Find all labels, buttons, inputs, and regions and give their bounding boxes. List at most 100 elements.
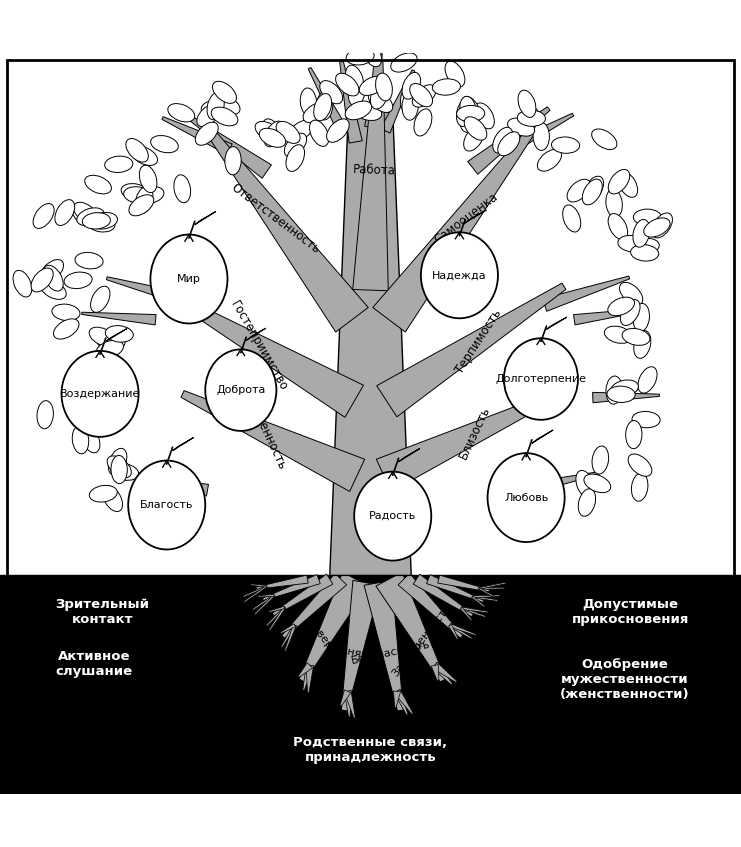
Ellipse shape [584, 474, 611, 493]
Ellipse shape [43, 265, 63, 291]
Polygon shape [262, 574, 320, 601]
Ellipse shape [634, 209, 662, 225]
Polygon shape [269, 606, 285, 631]
Polygon shape [269, 606, 285, 612]
Polygon shape [299, 573, 369, 682]
Ellipse shape [167, 103, 195, 122]
Ellipse shape [359, 76, 385, 96]
Polygon shape [281, 623, 296, 634]
Polygon shape [433, 662, 448, 675]
Polygon shape [289, 625, 296, 640]
Ellipse shape [464, 125, 484, 151]
Ellipse shape [97, 334, 125, 350]
Ellipse shape [618, 172, 638, 197]
Text: Доверие: Доверие [304, 617, 342, 662]
Polygon shape [127, 474, 208, 496]
Ellipse shape [126, 139, 148, 162]
Ellipse shape [55, 200, 75, 225]
Ellipse shape [445, 61, 465, 87]
Ellipse shape [578, 489, 596, 517]
Ellipse shape [414, 109, 432, 136]
Ellipse shape [139, 165, 157, 192]
Ellipse shape [196, 122, 218, 145]
Ellipse shape [368, 91, 393, 113]
Ellipse shape [82, 426, 100, 453]
Polygon shape [246, 328, 266, 340]
Ellipse shape [607, 386, 635, 402]
Ellipse shape [345, 65, 363, 92]
Ellipse shape [129, 195, 153, 216]
Ellipse shape [475, 102, 494, 129]
Ellipse shape [108, 448, 127, 475]
Ellipse shape [327, 119, 349, 142]
Ellipse shape [202, 100, 229, 117]
Polygon shape [330, 113, 411, 575]
Polygon shape [340, 689, 350, 706]
Ellipse shape [651, 213, 672, 238]
Polygon shape [170, 292, 363, 418]
Polygon shape [373, 122, 539, 332]
Ellipse shape [354, 103, 382, 120]
Polygon shape [353, 60, 388, 291]
Ellipse shape [456, 105, 485, 122]
Polygon shape [461, 607, 488, 613]
Ellipse shape [410, 84, 433, 107]
Ellipse shape [262, 119, 282, 145]
Ellipse shape [72, 426, 89, 454]
Polygon shape [449, 624, 472, 639]
Text: Родственные связи,
принадлежность: Родственные связи, принадлежность [293, 735, 448, 763]
Text: Защищенность: Защищенность [390, 601, 453, 678]
Text: Мир: Мир [177, 274, 201, 284]
Polygon shape [342, 580, 381, 711]
Ellipse shape [174, 174, 190, 202]
Ellipse shape [606, 190, 622, 218]
Ellipse shape [289, 120, 313, 141]
Ellipse shape [345, 101, 372, 119]
Ellipse shape [412, 85, 436, 107]
Polygon shape [546, 317, 567, 329]
Text: Любовь: Любовь [504, 493, 548, 502]
Ellipse shape [75, 252, 103, 268]
Polygon shape [472, 596, 485, 607]
Ellipse shape [348, 79, 365, 107]
Polygon shape [448, 624, 458, 639]
Polygon shape [399, 449, 419, 462]
Polygon shape [461, 607, 485, 617]
Ellipse shape [644, 218, 670, 237]
Ellipse shape [634, 330, 651, 358]
Ellipse shape [107, 456, 131, 478]
Ellipse shape [286, 145, 305, 171]
Ellipse shape [618, 235, 646, 252]
Polygon shape [432, 663, 453, 685]
Ellipse shape [622, 329, 650, 346]
Ellipse shape [77, 208, 104, 225]
Ellipse shape [131, 147, 158, 165]
Polygon shape [306, 665, 313, 693]
Ellipse shape [608, 169, 630, 194]
Ellipse shape [104, 156, 133, 173]
Polygon shape [82, 313, 156, 325]
Ellipse shape [631, 473, 648, 501]
Ellipse shape [124, 186, 152, 203]
Ellipse shape [465, 117, 487, 141]
Ellipse shape [316, 91, 333, 120]
Ellipse shape [362, 41, 382, 67]
Ellipse shape [336, 73, 359, 96]
Ellipse shape [313, 94, 332, 121]
Polygon shape [593, 392, 659, 403]
Ellipse shape [551, 137, 579, 153]
Ellipse shape [90, 213, 118, 229]
Ellipse shape [96, 340, 124, 358]
Ellipse shape [493, 127, 513, 153]
Ellipse shape [73, 205, 96, 227]
Polygon shape [479, 584, 494, 590]
Polygon shape [202, 122, 368, 332]
Polygon shape [306, 665, 313, 681]
Ellipse shape [608, 297, 634, 316]
Ellipse shape [633, 219, 650, 247]
Ellipse shape [40, 259, 64, 282]
Polygon shape [398, 573, 463, 638]
Text: Благость: Благость [140, 500, 193, 510]
Ellipse shape [346, 48, 374, 65]
Polygon shape [339, 61, 362, 143]
